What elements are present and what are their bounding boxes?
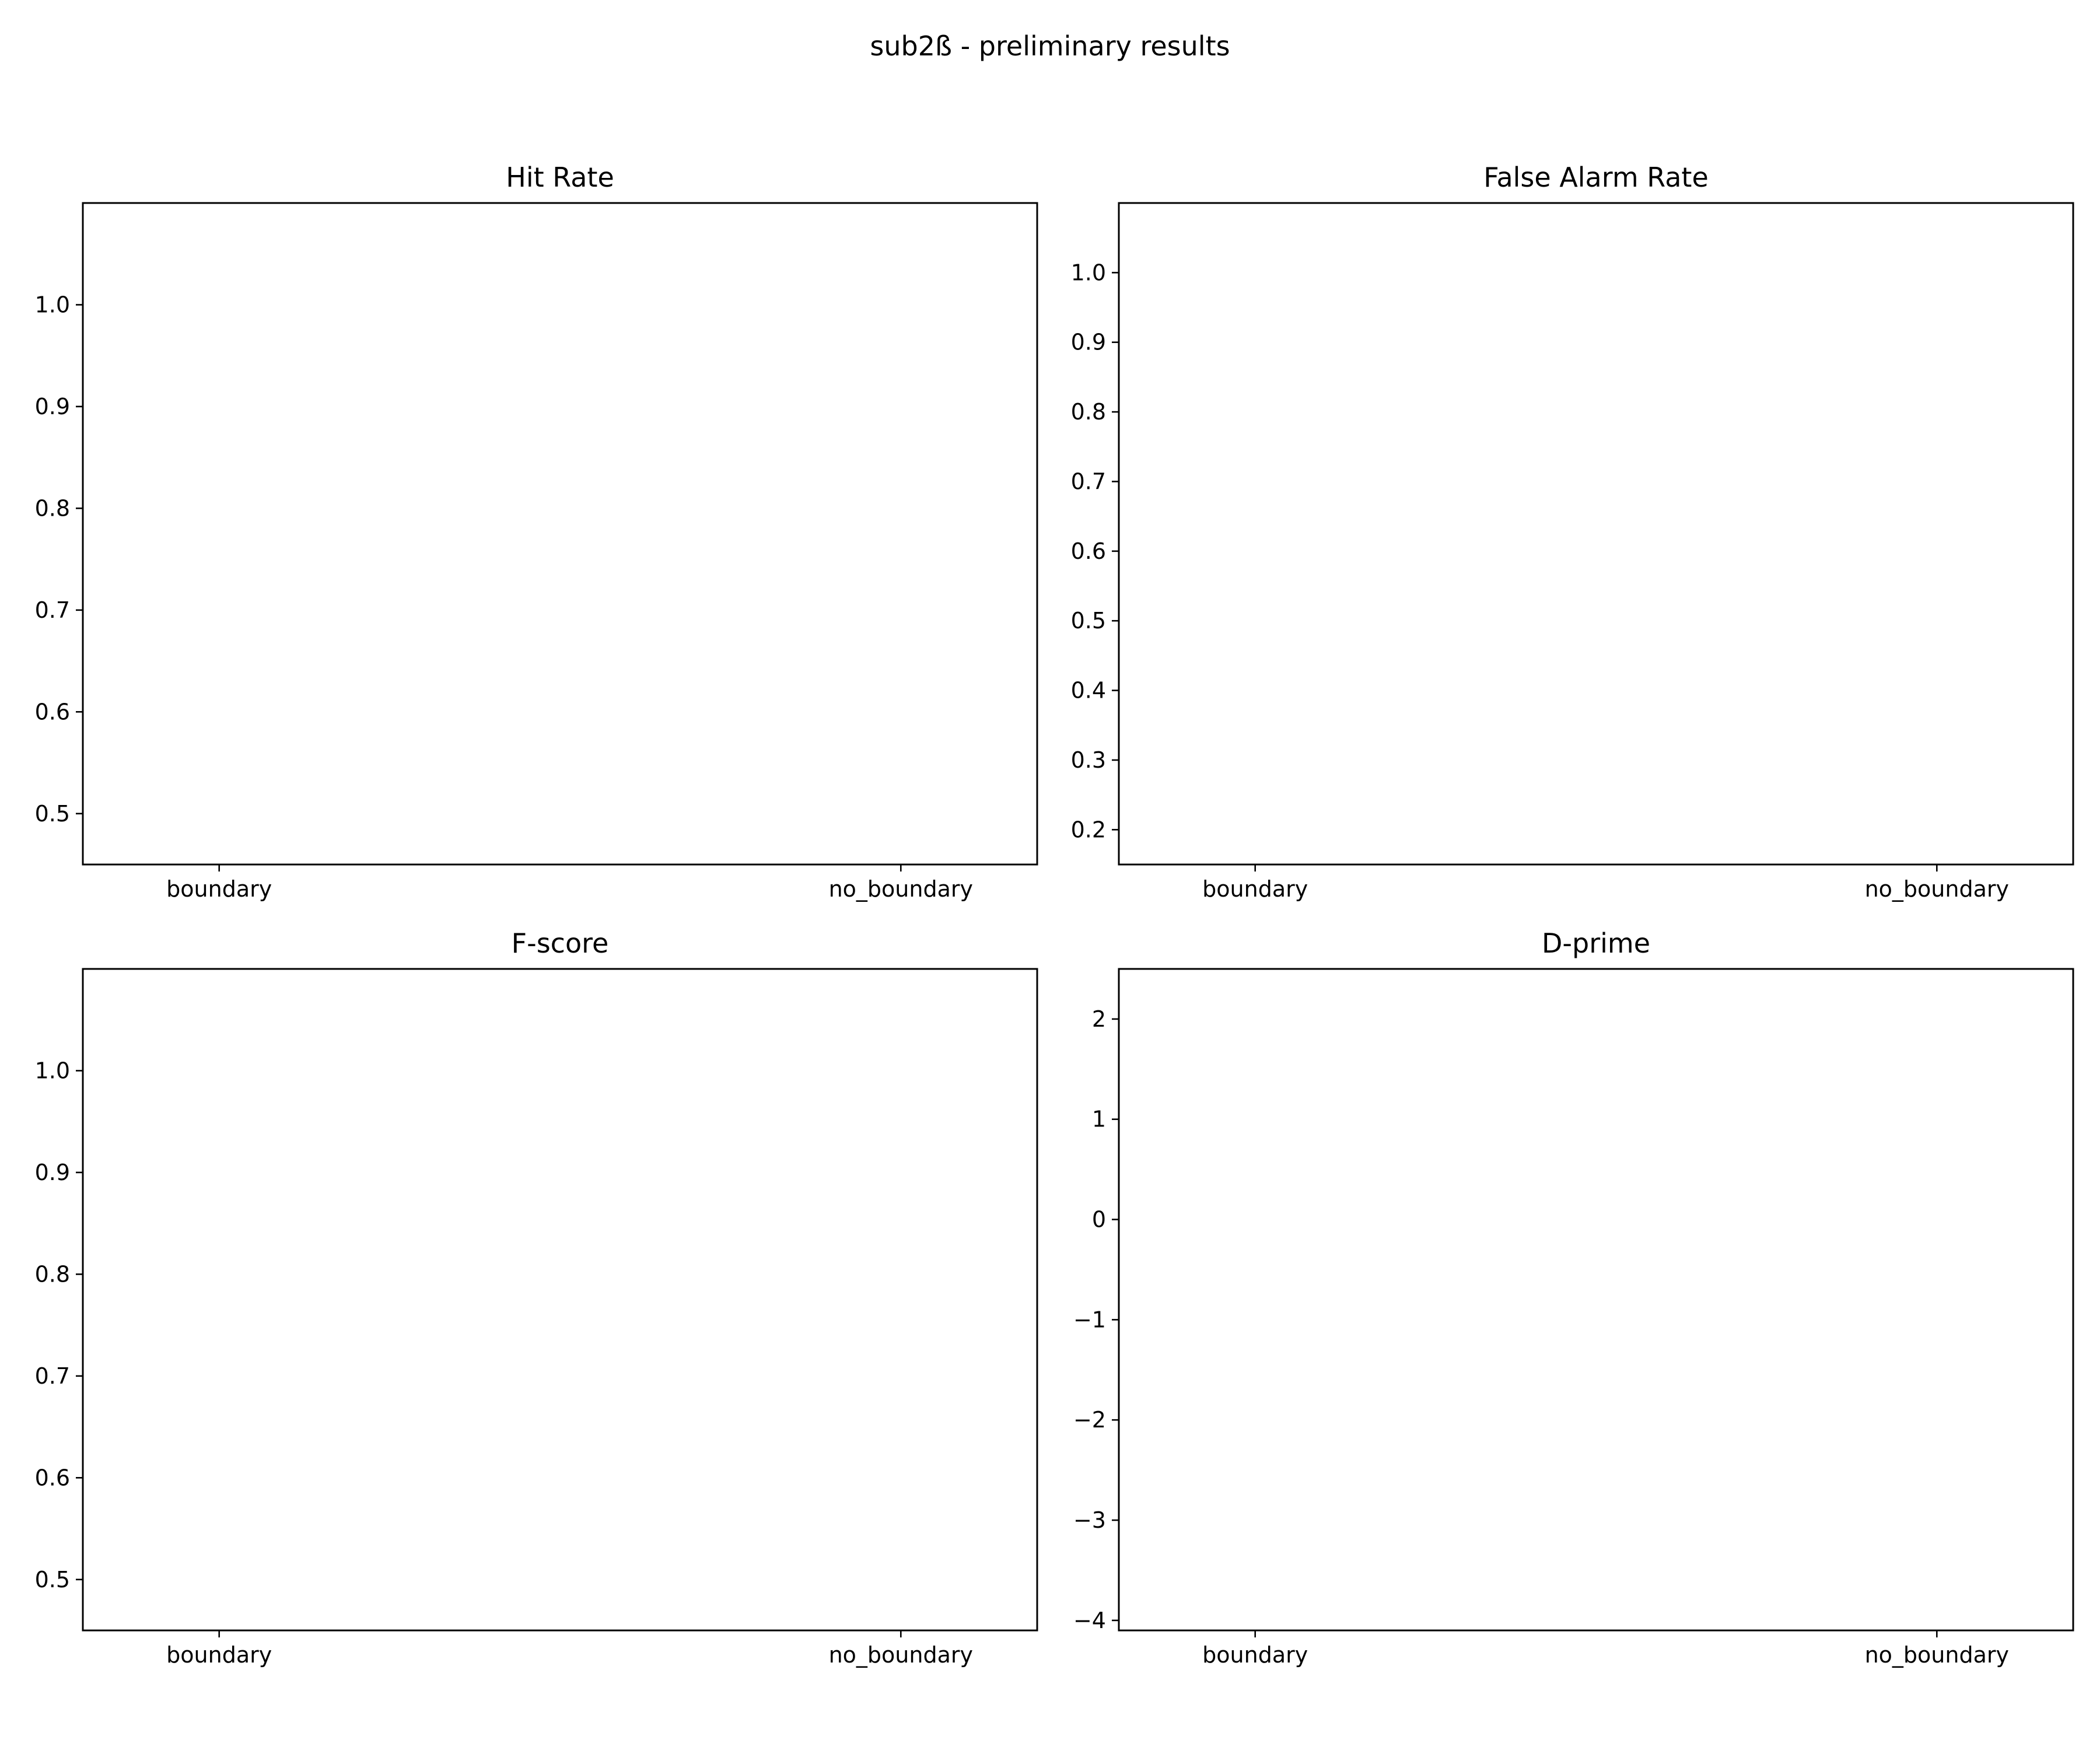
- false-alarm-rate-ytick-label: 0.7: [1071, 468, 1106, 494]
- subplot-false-alarm-rate: False Alarm Rate 0.2 0.3 0.4 0.5 0.6 0.7 0.8 0.9…: [1071, 162, 2074, 902]
- d-prime-ytick-label: −3: [1073, 1507, 1106, 1533]
- f-score-ytick-label: 0.5: [35, 1567, 70, 1592]
- d-prime-ytick-label: 0: [1092, 1207, 1106, 1233]
- false-alarm-rate-ytick-label: 1.0: [1071, 260, 1106, 285]
- false-alarm-rate-ytick-label: 0.6: [1071, 538, 1106, 564]
- figure-suptitle: sub2ß - preliminary results: [870, 30, 1230, 62]
- f-score-xtick-label-boundary: boundary: [166, 1642, 272, 1668]
- d-prime-axes-frame: [1118, 968, 2074, 1632]
- hit-rate-title: Hit Rate: [506, 162, 614, 193]
- f-score-ytick-label: 1.0: [35, 1058, 70, 1083]
- d-prime-xtick-label-no-boundary: no_boundary: [1865, 1642, 2009, 1668]
- d-prime-ytick-label: −4: [1073, 1608, 1106, 1633]
- false-alarm-rate-xtick-label-no-boundary: no_boundary: [1865, 876, 2009, 902]
- d-prime-xtick-label-boundary: boundary: [1202, 1642, 1308, 1668]
- false-alarm-rate-ytick-label: 0.2: [1071, 817, 1106, 842]
- f-score-axes-frame: [82, 968, 1038, 1632]
- d-prime-ytick-label: −2: [1073, 1407, 1106, 1433]
- hit-rate-ytick-label: 0.5: [35, 801, 70, 827]
- d-prime-title: D-prime: [1542, 928, 1650, 959]
- f-score-ytick-label: 0.9: [35, 1160, 70, 1185]
- hit-rate-ytick-label: 0.6: [35, 699, 70, 724]
- subplot-d-prime: D-prime −4 −3 −2 −1 0 1 2 boundary no_boundary: [1073, 928, 2074, 1668]
- f-score-ytick-label: 0.7: [35, 1363, 70, 1389]
- hit-rate-ytick-label: 1.0: [35, 292, 70, 317]
- subplot-f-score: F-score 0.5 0.6 0.7 0.8 0.9 1.0 boundary no_boun…: [35, 928, 1038, 1668]
- false-alarm-rate-axes-frame: [1118, 202, 2074, 866]
- f-score-title: F-score: [512, 928, 609, 959]
- false-alarm-rate-title: False Alarm Rate: [1483, 162, 1709, 193]
- false-alarm-rate-ytick-label: 0.4: [1071, 678, 1106, 704]
- hit-rate-xtick-label-no-boundary: no_boundary: [829, 876, 973, 902]
- d-prime-ytick-label: 2: [1092, 1006, 1106, 1032]
- false-alarm-rate-ytick-label: 0.5: [1071, 608, 1106, 634]
- f-score-xtick-label-no-boundary: no_boundary: [829, 1642, 973, 1668]
- hit-rate-axes-frame: [82, 202, 1038, 866]
- false-alarm-rate-xtick-label-boundary: boundary: [1202, 876, 1308, 902]
- f-score-ytick-label: 0.8: [35, 1261, 70, 1287]
- false-alarm-rate-ytick-label: 0.9: [1071, 330, 1106, 355]
- hit-rate-xtick-label-boundary: boundary: [166, 876, 272, 902]
- hit-rate-ytick-label: 0.8: [35, 495, 70, 521]
- d-prime-ytick-label: 1: [1092, 1107, 1106, 1132]
- false-alarm-rate-ytick-label: 0.8: [1071, 399, 1106, 425]
- d-prime-ytick-label: −1: [1073, 1307, 1106, 1332]
- hit-rate-ytick-label: 0.7: [35, 597, 70, 623]
- false-alarm-rate-ytick-label: 0.3: [1071, 747, 1106, 773]
- hit-rate-ytick-label: 0.9: [35, 394, 70, 419]
- subplot-grid: Hit Rate 0.5 0.6 0.7 0.8 0.9 1.0 boundary no_bou…: [35, 162, 2074, 1668]
- subplot-hit-rate: Hit Rate 0.5 0.6 0.7 0.8 0.9 1.0 boundary no_bou…: [35, 162, 1038, 902]
- f-score-ytick-label: 0.6: [35, 1465, 70, 1490]
